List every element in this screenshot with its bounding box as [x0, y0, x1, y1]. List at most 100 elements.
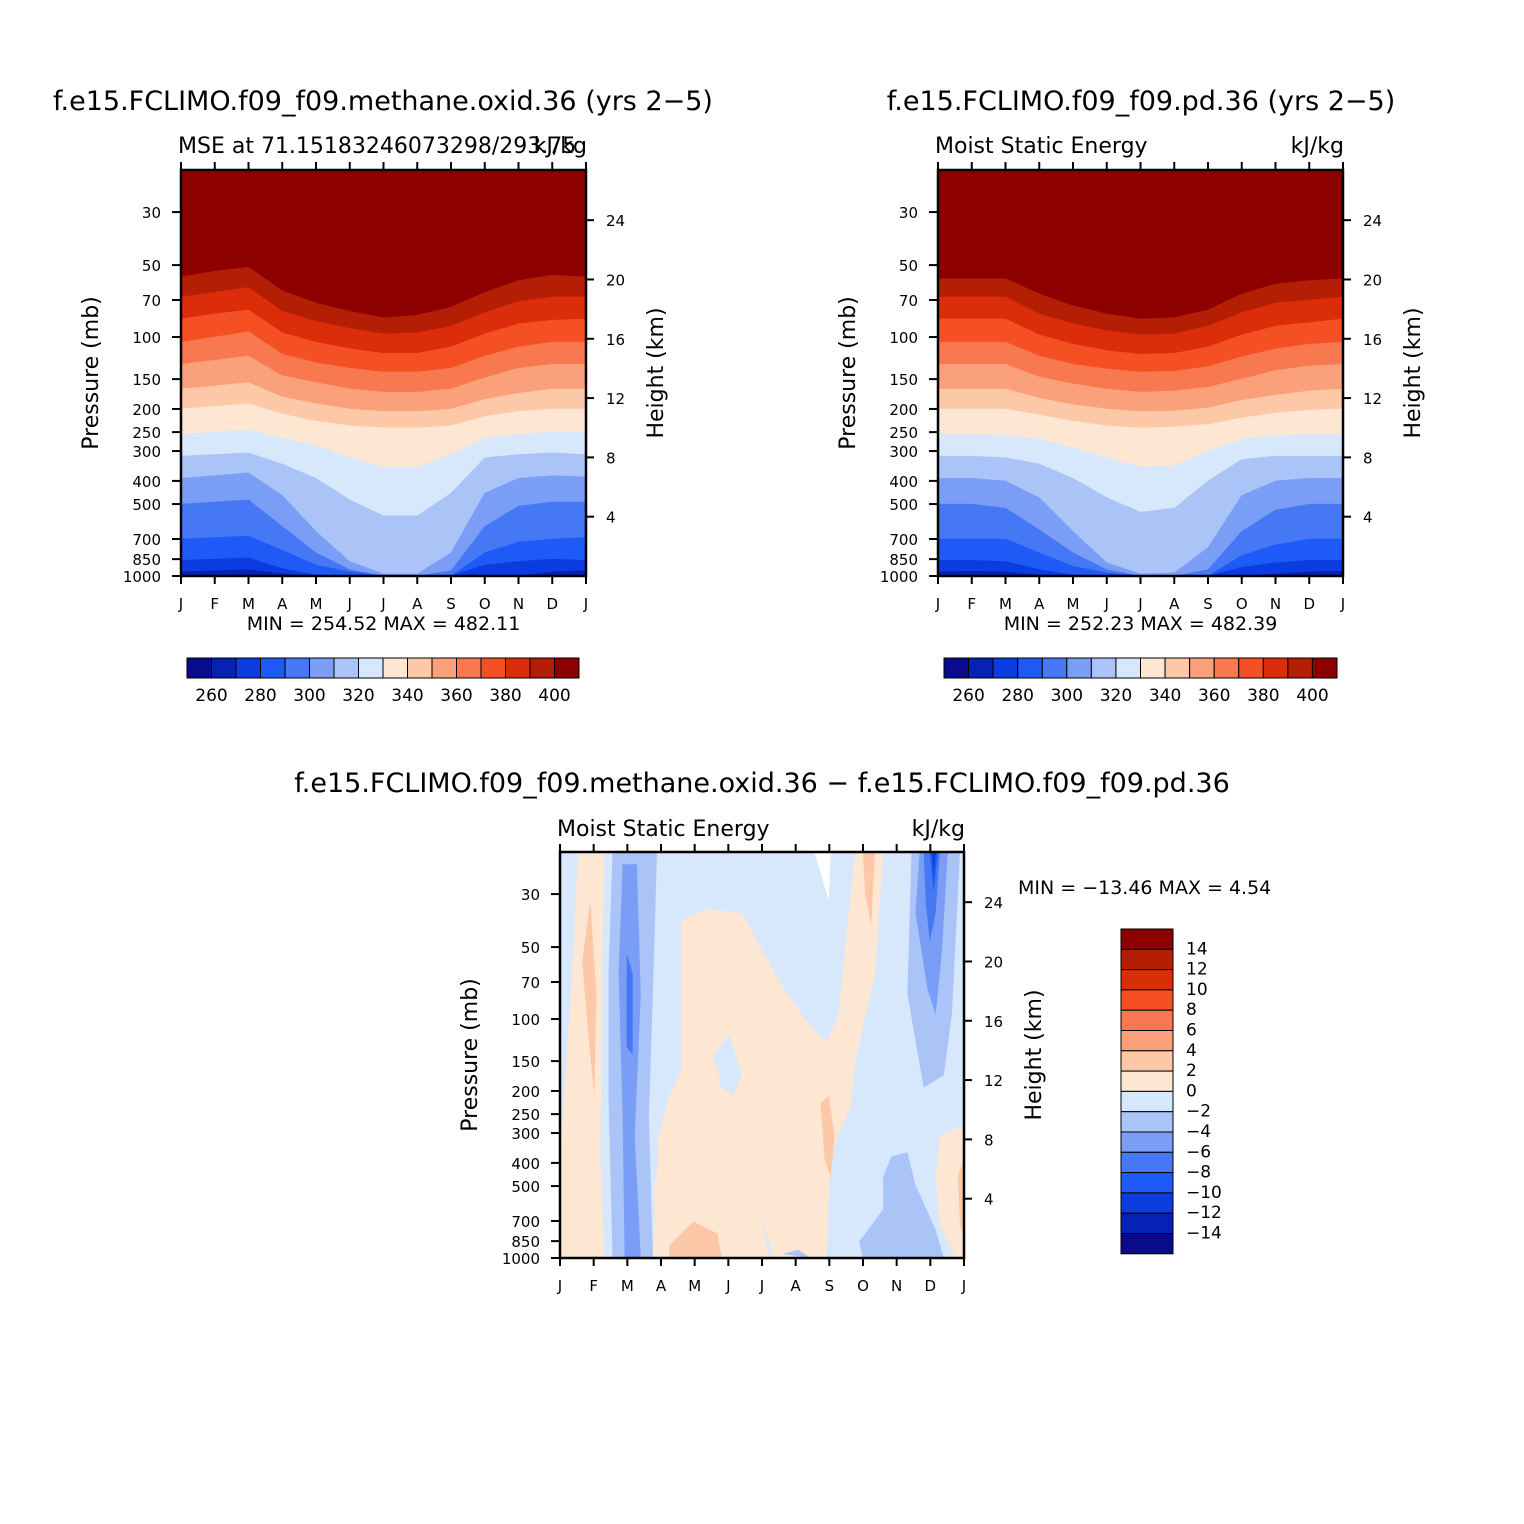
panel-title: f.e15.FCLIMO.f09_f09.methane.oxid.36 (yr…	[53, 86, 713, 117]
colorbar-box	[1120, 989, 1174, 1011]
colorbar-box	[358, 657, 384, 679]
colorbar-label: 0	[1186, 1081, 1197, 1101]
panel-subtitle: Moist Static Energy	[935, 134, 1148, 159]
height-tick-label: 24	[606, 212, 625, 230]
colorbar-box	[968, 657, 994, 679]
contour-fill	[938, 170, 1343, 576]
colorbar-label: 2	[1186, 1061, 1197, 1081]
y-tick-label: 50	[899, 257, 918, 275]
colorbar-label: 400	[538, 686, 570, 706]
colorbar-box	[1120, 1050, 1174, 1072]
band-pos2-dec-sfc	[957, 1156, 964, 1238]
colorbar-box	[1213, 657, 1240, 679]
colorbar-label: 380	[1247, 686, 1279, 706]
y-tick-label: 150	[511, 1053, 540, 1071]
x-tick-label: M	[242, 595, 255, 613]
y-tick-label: 200	[511, 1083, 540, 1101]
y-tick-label: 250	[132, 424, 161, 442]
colorbar-box	[1066, 657, 1092, 679]
colorbar-label: 340	[391, 686, 423, 706]
contour-fill	[560, 852, 964, 1258]
height-tick-label: 12	[984, 1072, 1003, 1090]
x-tick-label: S	[446, 595, 456, 613]
colorbar-box	[505, 657, 531, 679]
colorbar-box	[260, 657, 286, 679]
panel-subtitle: Moist Static Energy	[557, 817, 770, 842]
band-neg8-mar	[626, 953, 633, 1055]
colorbar-box	[407, 657, 433, 679]
y-tick-label: 70	[899, 292, 918, 310]
x-tick-label: A	[791, 1277, 802, 1295]
y-axis-right-label: Height (km)	[644, 307, 669, 438]
y-tick-label: 300	[889, 443, 918, 461]
y-tick-label: 100	[132, 329, 161, 347]
colorbar-label: 10	[1186, 980, 1208, 1000]
colorbar-label: 360	[1198, 686, 1230, 706]
x-tick-label: O	[1236, 595, 1248, 613]
band-pos-apr-jul	[652, 908, 831, 1258]
x-tick-label: M	[1067, 595, 1080, 613]
x-tick-label: J	[178, 595, 183, 613]
colorbar-label: −12	[1186, 1203, 1222, 1223]
y-tick-label: 400	[132, 473, 161, 491]
x-tick-label: F	[589, 1277, 598, 1295]
band-pos2-sep	[820, 1095, 835, 1177]
y-tick-label: 100	[511, 1011, 540, 1029]
y-tick-label: 1000	[123, 568, 161, 586]
colorbar-label: −2	[1186, 1102, 1211, 1122]
height-tick-label: 16	[1363, 331, 1382, 349]
y-axis-label: Pressure (mb)	[458, 978, 483, 1132]
band-neg8-dec	[923, 852, 940, 942]
colorbar-label: 340	[1149, 686, 1181, 706]
colorbar-box	[1120, 1192, 1174, 1214]
y-tick-label: 500	[132, 496, 161, 514]
height-tick-label: 8	[606, 449, 616, 467]
colorbar-box	[1287, 657, 1313, 679]
y-tick-label: 250	[889, 424, 918, 442]
colorbar-box	[1120, 1111, 1174, 1133]
height-tick-label: 8	[1363, 449, 1373, 467]
height-tick-label: 20	[1363, 271, 1382, 289]
colorbar-box	[992, 657, 1019, 679]
stats-label: MIN = −13.46 MAX = 4.54	[1018, 877, 1271, 899]
contour-band-270	[181, 569, 586, 576]
y-tick-label: 400	[511, 1155, 540, 1173]
y-tick-label: 200	[889, 401, 918, 419]
colorbar-box	[309, 657, 335, 679]
y-tick-label: 150	[132, 371, 161, 389]
x-tick-label: D	[925, 1277, 937, 1295]
colorbar-box	[1120, 969, 1174, 991]
x-tick-label: F	[210, 595, 219, 613]
colorbar-box	[1140, 657, 1166, 679]
colorbar-box	[1164, 657, 1191, 679]
height-tick-label: 16	[606, 331, 625, 349]
y-tick-label: 50	[521, 939, 540, 957]
band-neg6-dec	[915, 852, 948, 1015]
colorbar-box	[235, 657, 261, 679]
band-pos-sep-oct	[826, 852, 884, 1157]
x-tick-label: O	[857, 1277, 869, 1295]
colorbar-box	[1262, 657, 1289, 679]
x-tick-label: J	[347, 595, 352, 613]
x-tick-label: J	[1137, 595, 1142, 613]
band-pos-sfc-apr-jun	[652, 1079, 771, 1258]
y-tick-label: 300	[511, 1125, 540, 1143]
colorbar-box	[1120, 1009, 1174, 1032]
band-pos-dec-sfc	[935, 1124, 964, 1258]
colorbar-label: 380	[489, 686, 521, 706]
height-tick-label: 20	[984, 953, 1003, 971]
colorbar-label: −8	[1186, 1163, 1211, 1183]
x-tick-label: D	[1303, 595, 1315, 613]
y-tick-label: 500	[511, 1178, 540, 1196]
x-tick-label: A	[1169, 595, 1180, 613]
colorbar-box	[456, 657, 482, 679]
y-tick-label: 700	[889, 531, 918, 549]
y-tick-label: 70	[521, 974, 540, 992]
band-pos2-may-sfc	[669, 1221, 722, 1258]
panel-title: f.e15.FCLIMO.f09_f09.methane.oxid.36 − f…	[294, 768, 1230, 799]
band-pos-jan-sfc	[560, 1156, 597, 1258]
band-white-notch	[814, 852, 831, 901]
y-axis-label: Pressure (mb)	[836, 296, 861, 450]
